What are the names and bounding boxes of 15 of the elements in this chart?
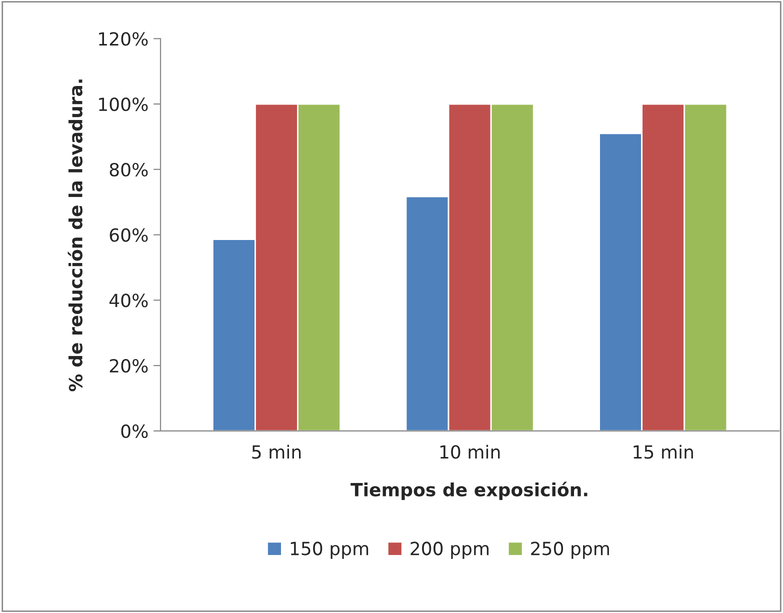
x-tick-label: 10 min bbox=[440, 444, 500, 459]
y-tick-label: 100% bbox=[99, 97, 148, 112]
y-tick-label: 0% bbox=[121, 424, 148, 438]
legend-label: 200 ppm bbox=[410, 542, 489, 559]
y-tick-label: 60% bbox=[110, 228, 148, 242]
y-tick-label: 20% bbox=[110, 359, 148, 373]
y-tick-label: 80% bbox=[110, 162, 148, 177]
legend-label: 150 ppm bbox=[290, 542, 368, 559]
y-tick-label: 120% bbox=[99, 32, 148, 46]
x-axis-title: Tiempos de exposición. bbox=[350, 482, 588, 500]
legend-label: 250 ppm bbox=[531, 542, 609, 559]
x-tick-label: 15 min bbox=[634, 444, 693, 459]
x-tick-label: 5 min bbox=[252, 444, 301, 459]
y-tick-label: 40% bbox=[109, 294, 148, 308]
y-axis-title: % de reducción de la levadura. bbox=[68, 80, 82, 392]
